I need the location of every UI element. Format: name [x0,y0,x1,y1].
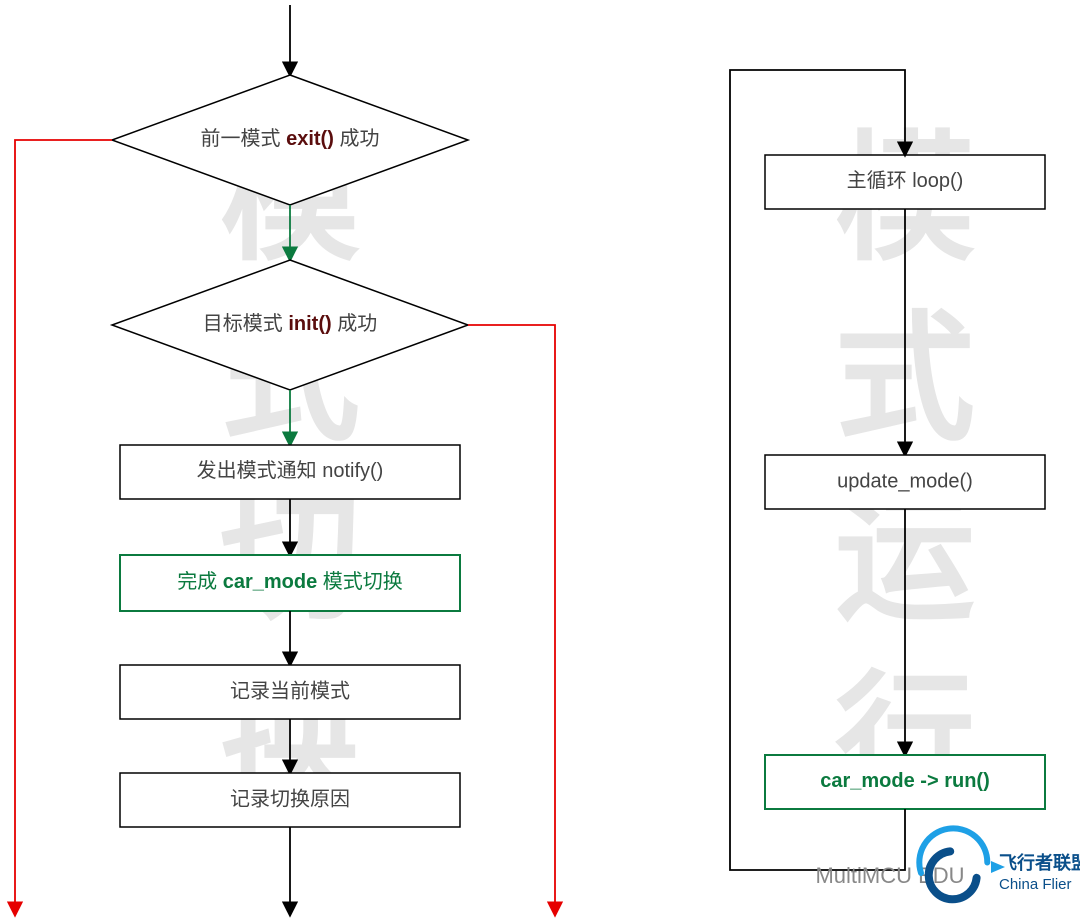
svg-text:update_mode(): update_mode() [837,470,973,492]
svg-text:car_mode -> run(): car_mode -> run() [820,770,990,792]
svg-text:完成 car_mode 模式切换: 完成 car_mode 模式切换 [177,570,403,593]
svg-text:目标模式 init() 成功: 目标模式 init() 成功 [203,312,377,335]
svg-text:前一模式 exit() 成功: 前一模式 exit() 成功 [201,127,380,150]
svg-text:发出模式通知 notify(): 发出模式通知 notify() [197,459,384,482]
svg-text:记录切换原因: 记录切换原因 [230,787,350,810]
svg-text:主循环 loop(): 主循环 loop() [847,169,964,192]
flowchart-canvas: 模式切换 模式运行 前一模式 exit() 成功目标模式 init() 成功发出… [0,0,1080,920]
svg-text:记录当前模式: 记录当前模式 [230,679,350,702]
watermark-sub: MultiMCU EDU [815,863,964,888]
svg-text:China Flier: China Flier [999,876,1072,893]
svg-text:飞行者联盟: 飞行者联盟 [999,852,1080,873]
left-flowchart: 前一模式 exit() 成功目标模式 init() 成功发出模式通知 notif… [15,5,555,915]
